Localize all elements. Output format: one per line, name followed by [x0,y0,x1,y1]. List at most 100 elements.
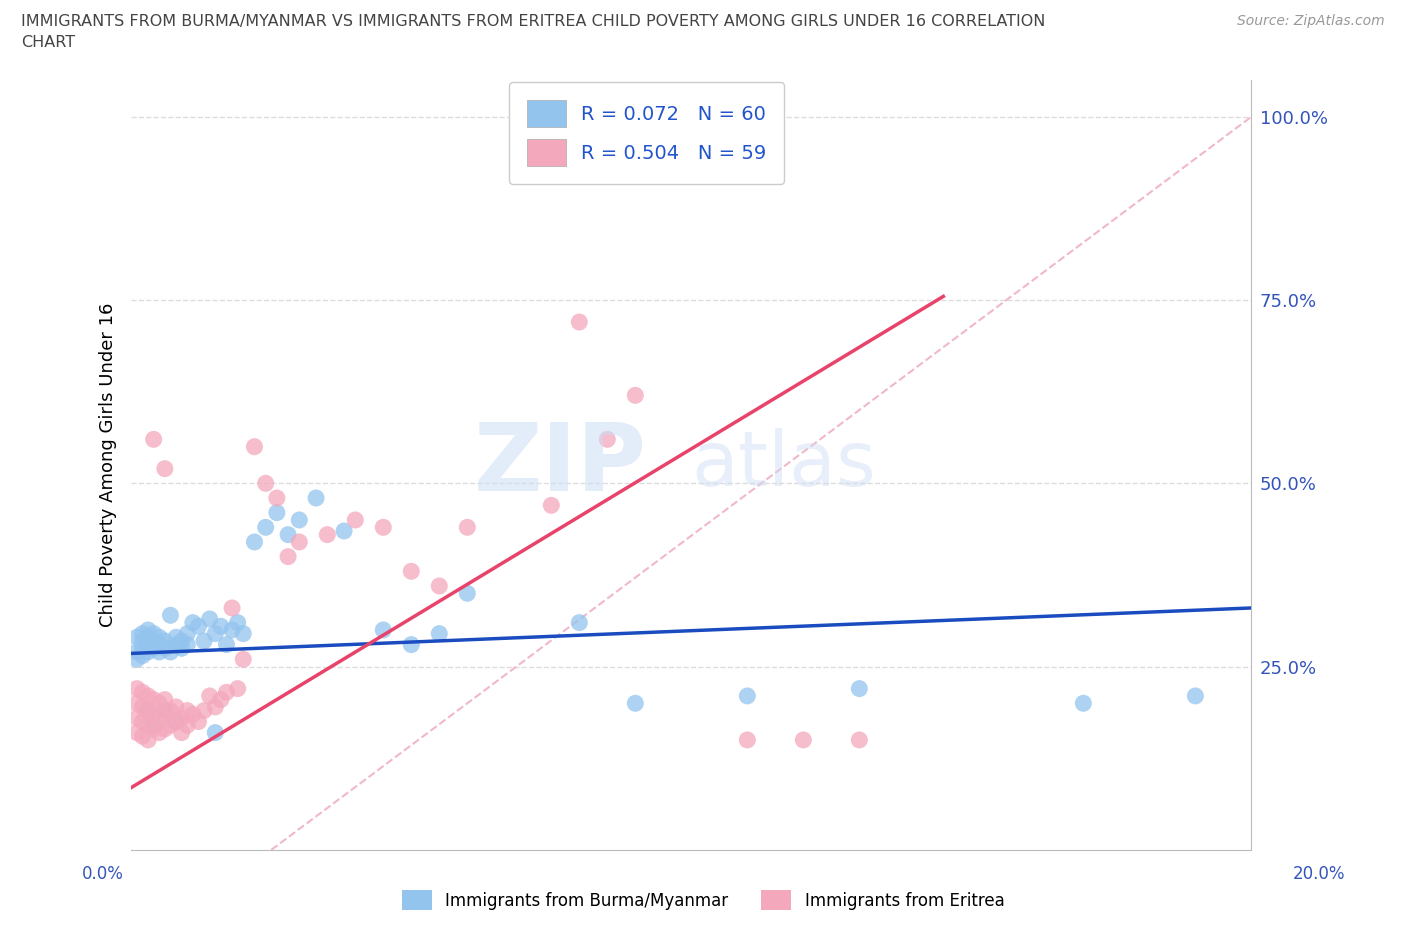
Point [125,725,148,740]
Point [142,432,165,446]
Point [153,692,176,707]
Point [456,586,478,601]
Point [159,718,181,733]
Point [568,615,591,630]
Point [232,626,254,641]
Point [125,681,148,696]
Point [148,630,170,644]
Point [125,696,148,711]
Point [148,711,170,725]
Point [165,714,187,729]
Text: ZIP: ZIP [474,419,647,511]
Text: Source: ZipAtlas.com: Source: ZipAtlas.com [1237,14,1385,28]
Point [148,637,170,652]
Point [254,520,277,535]
Point [153,703,176,718]
Legend: Immigrants from Burma/Myanmar, Immigrants from Eritrea: Immigrants from Burma/Myanmar, Immigrant… [395,884,1011,917]
Point [131,699,153,714]
Point [165,699,187,714]
Point [187,618,209,633]
Point [170,711,193,725]
Point [209,692,232,707]
Point [193,703,215,718]
Point [288,512,311,527]
Point [176,703,198,718]
Point [1184,688,1206,703]
Point [198,688,221,703]
Point [243,535,266,550]
Y-axis label: Child Poverty Among Girls Under 16: Child Poverty Among Girls Under 16 [100,303,117,627]
Point [427,578,450,593]
Point [848,733,870,748]
Point [142,718,165,733]
Point [176,626,198,641]
Point [136,703,159,718]
Point [136,644,159,659]
Point [198,612,221,627]
Point [624,696,647,711]
Point [181,615,204,630]
Point [170,633,193,648]
Point [243,439,266,454]
Point [125,630,148,644]
Point [401,564,423,578]
Point [215,684,238,699]
Point [136,622,159,637]
Point [209,618,232,633]
Point [181,707,204,722]
Point [204,699,226,714]
Point [176,718,198,733]
Point [226,615,249,630]
Point [131,684,153,699]
Point [176,637,198,652]
Point [568,314,591,329]
Point [153,633,176,648]
Point [131,648,153,663]
Point [159,644,181,659]
Point [148,696,170,711]
Point [142,722,165,737]
Point [142,633,165,648]
Point [427,626,450,641]
Text: atlas: atlas [692,428,876,502]
Point [125,711,148,725]
Point [136,630,159,644]
Point [221,601,243,616]
Point [254,476,277,491]
Point [148,725,170,740]
Point [1073,696,1095,711]
Point [170,641,193,656]
Point [373,520,395,535]
Point [456,520,478,535]
Point [266,505,288,520]
Point [401,637,423,652]
Point [159,608,181,623]
Point [131,729,153,744]
Point [136,688,159,703]
Point [136,637,159,652]
Point [333,524,356,538]
Point [148,644,170,659]
Point [142,626,165,641]
Point [125,652,148,667]
Point [170,725,193,740]
Point [125,644,148,659]
Point [142,641,165,656]
Text: 0.0%: 0.0% [82,865,124,883]
Point [737,688,759,703]
Point [187,714,209,729]
Point [136,733,159,748]
Point [142,707,165,722]
Point [266,490,288,505]
Text: IMMIGRANTS FROM BURMA/MYANMAR VS IMMIGRANTS FROM ERITREA CHILD POVERTY AMONG GIR: IMMIGRANTS FROM BURMA/MYANMAR VS IMMIGRA… [21,14,1046,29]
Point [288,535,311,550]
Point [136,703,159,718]
Point [153,461,176,476]
Point [153,722,176,737]
Legend: R = 0.072   N = 60, R = 0.504   N = 59: R = 0.072 N = 60, R = 0.504 N = 59 [509,82,785,184]
Point [226,681,249,696]
Point [737,733,759,748]
Point [142,692,165,707]
Text: 20.0%: 20.0% [1292,865,1346,883]
Point [136,718,159,733]
